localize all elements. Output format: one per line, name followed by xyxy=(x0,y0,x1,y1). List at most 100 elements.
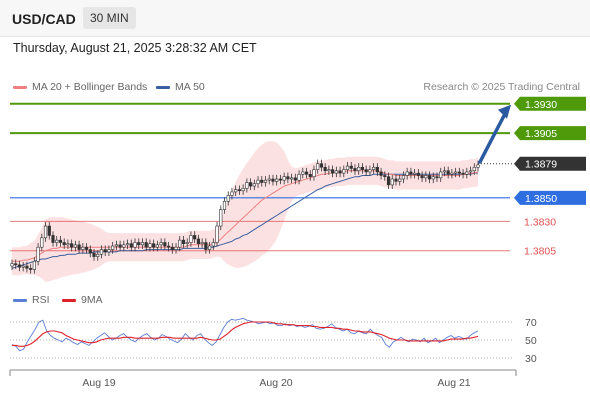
candle-body[interactable] xyxy=(234,189,238,193)
candle-body[interactable] xyxy=(465,171,469,175)
candle-body[interactable] xyxy=(25,265,29,269)
candle-body[interactable] xyxy=(312,169,316,177)
candle-body[interactable] xyxy=(181,239,186,244)
candle-body[interactable] xyxy=(58,239,63,243)
candle-body[interactable] xyxy=(43,225,48,239)
candle-body[interactable] xyxy=(155,244,159,248)
candle-body[interactable] xyxy=(211,242,215,247)
candle-body[interactable] xyxy=(338,170,342,174)
candle-body[interactable] xyxy=(207,245,212,250)
candle-body[interactable] xyxy=(420,175,424,179)
candle-body[interactable] xyxy=(327,169,331,172)
candle-body[interactable] xyxy=(468,170,473,173)
candle-body[interactable] xyxy=(237,189,242,192)
candle-body[interactable] xyxy=(457,171,461,174)
candle-body[interactable] xyxy=(122,244,126,248)
candle-body[interactable] xyxy=(439,171,443,179)
candle-body[interactable] xyxy=(125,243,130,246)
candle-body[interactable] xyxy=(353,168,357,172)
candle-body[interactable] xyxy=(256,179,260,185)
candle-body[interactable] xyxy=(51,235,55,243)
candle-body[interactable] xyxy=(409,171,413,175)
candle-body[interactable] xyxy=(10,263,14,267)
candle-body[interactable] xyxy=(260,179,264,183)
candle-body[interactable] xyxy=(427,175,432,180)
candle-body[interactable] xyxy=(118,244,122,248)
candle-body[interactable] xyxy=(21,265,25,268)
candle-body[interactable] xyxy=(200,242,204,244)
candle-body[interactable] xyxy=(148,243,152,248)
candle-body[interactable] xyxy=(144,242,148,248)
candle-body[interactable] xyxy=(331,169,335,174)
candle-body[interactable] xyxy=(70,243,74,248)
candle-body[interactable] xyxy=(442,170,447,173)
candle-body[interactable] xyxy=(413,172,417,175)
candle-body[interactable] xyxy=(107,249,111,253)
candle-body[interactable] xyxy=(222,201,227,210)
candle-body[interactable] xyxy=(461,172,465,175)
candle-body[interactable] xyxy=(193,235,197,240)
candle-body[interactable] xyxy=(293,177,297,181)
candle-body[interactable] xyxy=(357,166,361,172)
candle-body[interactable] xyxy=(383,175,387,177)
candle-body[interactable] xyxy=(111,245,115,250)
candle-body[interactable] xyxy=(386,176,391,186)
candle-body[interactable] xyxy=(129,243,133,248)
candle-body[interactable] xyxy=(241,188,245,192)
candle-body[interactable] xyxy=(99,249,104,255)
candle-body[interactable] xyxy=(96,253,100,257)
candle-body[interactable] xyxy=(252,183,256,187)
candle-body[interactable] xyxy=(476,164,480,168)
candle-body[interactable] xyxy=(271,178,275,182)
candle-body[interactable] xyxy=(263,179,268,183)
candle-body[interactable] xyxy=(55,239,59,243)
candle-body[interactable] xyxy=(77,244,81,250)
candle-body[interactable] xyxy=(230,191,234,196)
candle-body[interactable] xyxy=(66,243,70,246)
timeframe-badge[interactable]: 30 MIN xyxy=(83,7,136,29)
candle-body[interactable] xyxy=(159,242,163,246)
candle-body[interactable] xyxy=(14,263,18,266)
candle-body[interactable] xyxy=(133,242,137,248)
candle-body[interactable] xyxy=(323,166,327,172)
candle-body[interactable] xyxy=(84,246,89,250)
candle-body[interactable] xyxy=(73,244,77,248)
candle-body[interactable] xyxy=(178,239,182,248)
candle-body[interactable] xyxy=(472,166,476,172)
candle-body[interactable] xyxy=(304,171,309,175)
candle-body[interactable] xyxy=(248,182,253,187)
candle-body[interactable] xyxy=(308,174,312,177)
candle-body[interactable] xyxy=(185,242,189,244)
candle-body[interactable] xyxy=(364,169,368,173)
candle-body[interactable] xyxy=(81,246,85,250)
candle-body[interactable] xyxy=(301,171,305,175)
candle-body[interactable] xyxy=(17,264,22,268)
candle-body[interactable] xyxy=(189,235,193,243)
candle-body[interactable] xyxy=(32,261,36,270)
candle-body[interactable] xyxy=(390,178,394,186)
candle-body[interactable] xyxy=(245,182,249,189)
candle-body[interactable] xyxy=(140,242,145,246)
candle-body[interactable] xyxy=(334,170,338,174)
candle-body[interactable] xyxy=(88,249,92,254)
candle-body[interactable] xyxy=(204,242,208,250)
candle-body[interactable] xyxy=(368,169,372,173)
candle-body[interactable] xyxy=(316,163,320,170)
candle-body[interactable] xyxy=(215,225,219,243)
candle-body[interactable] xyxy=(40,237,44,248)
candle-body[interactable] xyxy=(424,175,428,179)
candle-body[interactable] xyxy=(92,252,96,257)
candle-body[interactable] xyxy=(375,166,379,173)
candle-body[interactable] xyxy=(226,195,230,202)
candle-body[interactable] xyxy=(152,243,156,248)
candle-body[interactable] xyxy=(345,165,350,170)
candle-body[interactable] xyxy=(454,171,458,174)
candle-body[interactable] xyxy=(275,178,279,182)
candle-body[interactable] xyxy=(401,175,406,180)
candle-body[interactable] xyxy=(394,178,398,182)
candle-body[interactable] xyxy=(398,178,402,182)
candle-body[interactable] xyxy=(163,242,167,247)
candle-body[interactable] xyxy=(297,174,301,181)
candle-body[interactable] xyxy=(286,176,290,180)
